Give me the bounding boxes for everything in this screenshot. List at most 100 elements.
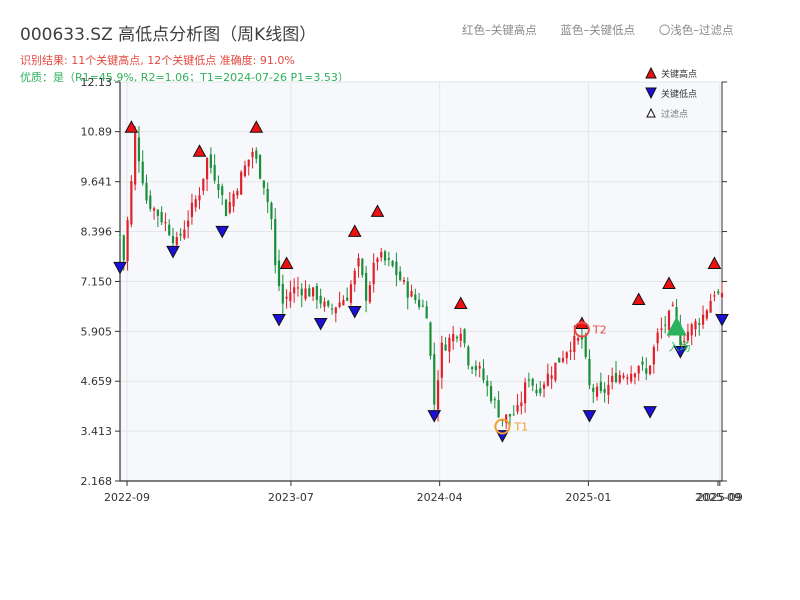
marker-legend: 关键高点 关键低点 过滤点	[644, 63, 697, 123]
candle-body	[247, 159, 250, 167]
y-tick-label: 5.905	[81, 325, 113, 338]
candle-body	[505, 414, 508, 423]
candle-body	[607, 384, 610, 395]
candle-body	[168, 224, 171, 236]
candle-body	[701, 314, 705, 325]
candle-body	[399, 271, 402, 281]
key-low-marker	[347, 305, 362, 319]
candle-body	[361, 258, 364, 276]
candle-body	[327, 300, 330, 306]
candle-body	[542, 384, 546, 389]
candle-body	[243, 165, 247, 177]
candle-body	[330, 308, 334, 310]
y-tick-label: 4.659	[81, 375, 113, 388]
candle-body	[448, 337, 451, 352]
candle-body	[285, 296, 288, 299]
candle-body	[258, 155, 262, 179]
key-high-marker	[124, 120, 139, 133]
candle-body	[493, 399, 496, 401]
candle-body	[183, 229, 186, 239]
candle-body	[395, 261, 398, 276]
candle-body	[630, 373, 633, 382]
candle-body	[179, 233, 182, 236]
candle-body	[308, 288, 311, 297]
x-tick-label: 2023-07	[268, 491, 314, 504]
key-low-marker	[673, 346, 688, 359]
key-low-marker	[313, 318, 328, 331]
candle-body	[251, 151, 254, 158]
candle-body	[436, 380, 440, 410]
candle-body	[686, 331, 690, 341]
candle-body	[595, 386, 599, 397]
candle-body	[720, 292, 724, 298]
candle-body	[406, 281, 409, 298]
candle-body	[418, 299, 421, 308]
candle-body	[444, 344, 447, 351]
candle-body	[561, 358, 565, 362]
candle-body	[698, 323, 701, 325]
candle-body	[622, 375, 625, 378]
candle-body	[289, 292, 292, 302]
candle-body	[202, 178, 205, 191]
candle-body	[137, 137, 141, 162]
candle-body	[145, 182, 148, 201]
key-low-marker	[643, 406, 657, 419]
t2-label: T2	[592, 324, 607, 337]
entry-label: 入场	[669, 340, 691, 354]
y-tick-label: 9.641	[81, 176, 113, 189]
key-low-marker	[715, 313, 729, 327]
candle-body	[463, 329, 466, 344]
candle-body	[281, 284, 284, 304]
candle-body	[614, 373, 618, 382]
x-tick-label-overlap: 2025-09	[695, 491, 741, 504]
key-high-marker	[453, 296, 468, 309]
x-tick-label: 2025-01	[565, 491, 611, 504]
candle-body	[349, 284, 353, 303]
key-high-marker	[347, 224, 362, 237]
candle-body	[512, 414, 515, 416]
candle-body	[164, 221, 167, 224]
key-high-marker	[370, 204, 385, 217]
candle-body	[171, 236, 175, 244]
candle-body	[603, 388, 606, 393]
marker-legend-high-label: 关键高点	[661, 69, 698, 80]
candle-body	[187, 220, 190, 227]
candle-body	[671, 304, 674, 306]
candle-body	[357, 258, 360, 267]
candle-body	[558, 357, 561, 363]
candle-body	[516, 405, 519, 412]
candle-body	[455, 336, 459, 339]
marker-legend-low-label: 关键低点	[661, 89, 698, 100]
blue-triangle-down-icon	[645, 87, 657, 100]
candle-body	[240, 172, 243, 195]
candle-body	[383, 251, 387, 261]
candle-body	[414, 294, 417, 301]
candle-body	[236, 191, 239, 196]
candle-body	[410, 291, 413, 297]
marker-legend-high: 关键高点	[644, 63, 697, 83]
key-low-marker	[272, 313, 286, 327]
candle-body	[425, 306, 428, 319]
detection-summary: 识别结果: 11个关键高点, 12个关键低点 准确度: 91.0%	[20, 54, 295, 67]
candle-body	[311, 287, 315, 297]
key-high-marker	[707, 256, 722, 269]
candle-body	[599, 381, 602, 392]
candle-body	[304, 288, 307, 299]
candle-body	[342, 300, 345, 306]
key-high-marker	[249, 120, 264, 133]
key-high-marker	[631, 292, 646, 305]
candle-body	[118, 234, 122, 236]
candle-body	[497, 400, 500, 418]
candle-body	[527, 379, 531, 381]
candle-body	[656, 332, 659, 344]
key-high-marker	[662, 276, 676, 289]
candle-body	[338, 302, 341, 307]
candle-body	[277, 260, 281, 287]
candle-body	[266, 188, 269, 203]
candle-body	[648, 365, 652, 374]
candle-body	[209, 154, 212, 168]
candle-body	[474, 365, 477, 371]
candle-body	[652, 346, 655, 365]
candle-body	[152, 208, 156, 211]
